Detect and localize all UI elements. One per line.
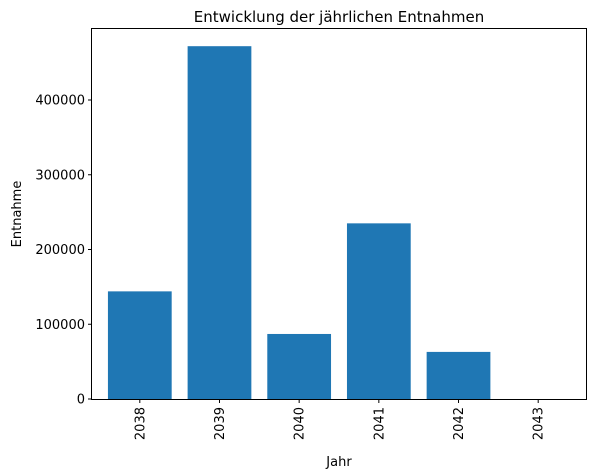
y-tick-label-400000: 400000 bbox=[35, 94, 85, 109]
y-axis-label: Entnahme bbox=[10, 181, 25, 248]
x-tick-label-2040: 2040 bbox=[293, 407, 308, 440]
x-axis-label: Jahr bbox=[325, 455, 352, 470]
y-tick-label-0: 0 bbox=[77, 393, 85, 408]
bar-2040 bbox=[267, 334, 331, 399]
bar-2042 bbox=[427, 352, 491, 399]
x-tick-label-2041: 2041 bbox=[372, 407, 387, 440]
x-tick-label-2039: 2039 bbox=[213, 407, 228, 440]
bar-2039 bbox=[188, 46, 252, 399]
y-tick-label-300000: 300000 bbox=[35, 168, 85, 183]
chart-title: Entwicklung der jährlichen Entnahmen bbox=[194, 8, 484, 26]
x-tick-label-2042: 2042 bbox=[452, 407, 467, 440]
y-tick-label-100000: 100000 bbox=[35, 318, 85, 333]
bar-2038 bbox=[108, 291, 172, 399]
y-tick-label-200000: 200000 bbox=[35, 243, 85, 258]
x-tick-label-2043: 2043 bbox=[532, 407, 547, 440]
bar-2041 bbox=[347, 223, 411, 399]
x-tick-label-2038: 2038 bbox=[133, 407, 148, 440]
